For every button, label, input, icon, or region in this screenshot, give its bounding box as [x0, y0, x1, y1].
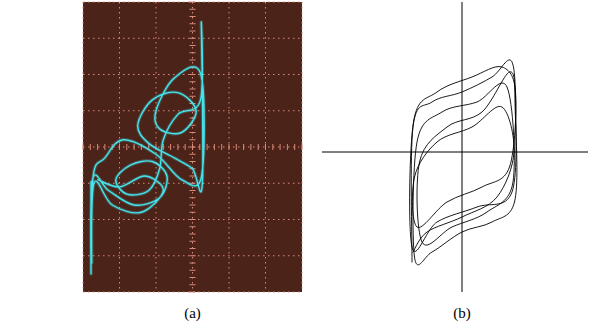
minor-tick: [221, 144, 222, 150]
y-axis: [462, 2, 463, 292]
x-axis: [322, 152, 588, 153]
panel: [322, 2, 588, 292]
grid-line: [83, 255, 302, 256]
minor-tick: [190, 248, 196, 249]
minor-tick: [119, 144, 120, 150]
minor-tick: [190, 226, 196, 227]
minor-tick: [104, 144, 105, 150]
minor-tick: [190, 38, 196, 39]
minor-tick: [190, 270, 196, 271]
minor-tick: [190, 45, 196, 46]
minor-tick: [190, 74, 196, 75]
grid-line: [83, 74, 302, 75]
minor-tick: [185, 144, 186, 150]
minor-tick: [190, 190, 196, 191]
minor-tick: [265, 144, 266, 150]
minor-tick: [250, 144, 251, 150]
minor-tick: [190, 52, 196, 53]
minor-tick: [190, 212, 196, 213]
minor-tick: [190, 147, 196, 148]
grid-line: [265, 2, 266, 292]
minor-tick: [236, 144, 237, 150]
minor-tick: [190, 277, 196, 278]
plot-area: [410, 60, 517, 265]
minor-tick: [190, 161, 196, 162]
figure: (a) (b): [0, 0, 592, 327]
minor-tick: [199, 144, 200, 150]
minor-tick: [134, 144, 135, 150]
grid-line: [83, 38, 302, 39]
minor-tick: [190, 132, 196, 133]
grid-line: [302, 2, 303, 292]
trajectory: [91, 22, 204, 274]
minor-tick: [190, 263, 196, 264]
panel: [83, 2, 302, 292]
minor-tick: [287, 144, 288, 150]
minor-tick: [97, 144, 98, 150]
minor-tick: [190, 255, 196, 256]
minor-tick: [126, 144, 127, 150]
grid-line: [83, 2, 84, 292]
grid-line: [229, 2, 230, 292]
minor-tick: [207, 144, 208, 150]
minor-tick: [214, 144, 215, 150]
trajectory: [410, 60, 517, 265]
panel-label: (a): [184, 305, 201, 322]
minor-tick: [190, 284, 196, 285]
grid-line: [83, 2, 302, 3]
minor-tick: [170, 144, 171, 150]
plot-area: [91, 22, 204, 274]
minor-tick: [190, 154, 196, 155]
minor-tick: [90, 144, 91, 150]
minor-tick: [190, 205, 196, 206]
minor-tick: [190, 96, 196, 97]
minor-tick: [280, 144, 281, 150]
grid-line: [119, 2, 120, 292]
minor-tick: [190, 139, 196, 140]
trace-glow: [91, 22, 204, 274]
minor-tick: [272, 144, 273, 150]
minor-tick: [190, 234, 196, 235]
minor-tick: [83, 144, 84, 150]
panel-label: (b): [453, 305, 471, 322]
minor-tick: [190, 241, 196, 242]
minor-tick: [302, 144, 303, 150]
grid-line: [83, 147, 302, 148]
minor-tick: [294, 144, 295, 150]
minor-tick: [190, 89, 196, 90]
minor-tick: [243, 144, 244, 150]
grid-line: [83, 219, 302, 220]
minor-tick: [190, 197, 196, 198]
minor-tick: [177, 144, 178, 150]
minor-tick: [190, 292, 196, 293]
minor-tick: [190, 60, 196, 61]
minor-tick: [190, 9, 196, 10]
minor-tick: [190, 31, 196, 32]
minor-tick: [190, 23, 196, 24]
minor-tick: [190, 81, 196, 82]
minor-tick: [190, 2, 196, 3]
minor-tick: [229, 144, 230, 150]
minor-tick: [190, 219, 196, 220]
minor-tick: [258, 144, 259, 150]
minor-tick: [190, 16, 196, 17]
screen: [83, 2, 302, 292]
grid-line: [83, 292, 302, 293]
